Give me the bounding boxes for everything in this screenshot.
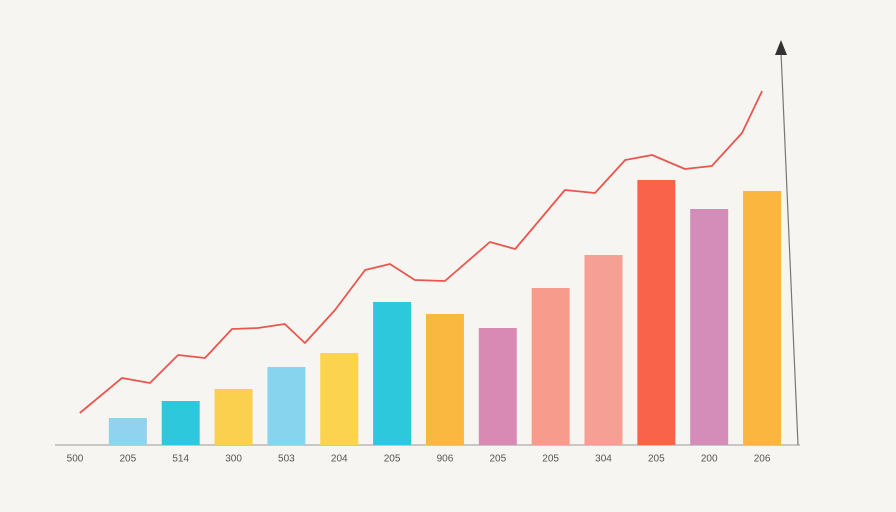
x-tick-label: 205 xyxy=(542,454,559,465)
bar xyxy=(373,302,412,445)
bar xyxy=(320,353,359,445)
bar xyxy=(690,209,729,445)
x-tick-label: 204 xyxy=(331,454,348,465)
x-tick-label: 300 xyxy=(225,454,242,465)
bar xyxy=(637,180,676,445)
y-axis xyxy=(780,51,799,446)
axis-arrow xyxy=(775,40,787,55)
x-tick-label: 205 xyxy=(384,454,401,465)
bar xyxy=(214,389,253,445)
x-tick-label: 205 xyxy=(120,454,137,465)
bar xyxy=(108,418,147,445)
bar xyxy=(743,191,782,445)
x-tick-label: 206 xyxy=(754,454,771,465)
x-tick-label: 906 xyxy=(437,454,454,465)
x-tick-label: 200 xyxy=(701,454,718,465)
line xyxy=(79,90,763,414)
x-tick-label: 503 xyxy=(278,454,295,465)
bar xyxy=(478,328,517,445)
x-tick-label: 205 xyxy=(648,454,665,465)
bar xyxy=(425,314,464,445)
bar xyxy=(584,255,623,445)
x-tick-label: 304 xyxy=(595,454,612,465)
x-tick-label: 500 xyxy=(67,454,84,465)
bar xyxy=(161,401,200,445)
x-tick-label: 205 xyxy=(489,454,506,465)
x-tick-label: 514 xyxy=(172,454,189,465)
bar xyxy=(531,288,570,445)
bar xyxy=(267,367,306,445)
